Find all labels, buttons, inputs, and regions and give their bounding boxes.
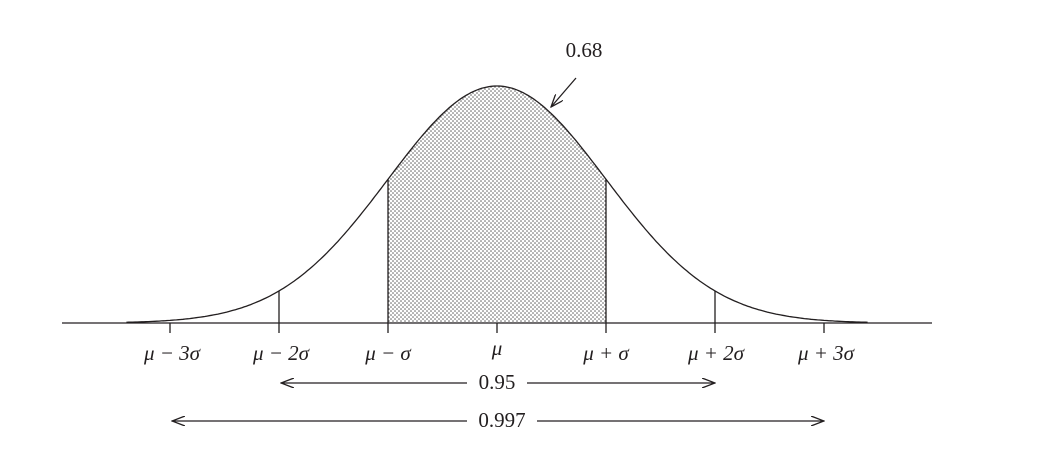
axis-label: μ + 2σ bbox=[687, 341, 746, 365]
annotation-label: 0.68 bbox=[566, 38, 603, 62]
range-label: 0.997 bbox=[478, 408, 525, 432]
sigma-lines bbox=[169, 179, 825, 333]
axis-label: μ + σ bbox=[582, 341, 630, 365]
normal-curve bbox=[126, 85, 868, 323]
axis-label: μ − σ bbox=[364, 341, 412, 365]
range-label: 0.95 bbox=[479, 370, 516, 394]
axis-label: μ + 3σ bbox=[797, 341, 856, 365]
axis-label: μ − 3σ bbox=[143, 341, 202, 365]
axis-label: μ − 2σ bbox=[252, 341, 311, 365]
shaded-area bbox=[388, 86, 606, 323]
axis-label: μ bbox=[491, 336, 503, 360]
annotation-arrow bbox=[551, 77, 577, 107]
